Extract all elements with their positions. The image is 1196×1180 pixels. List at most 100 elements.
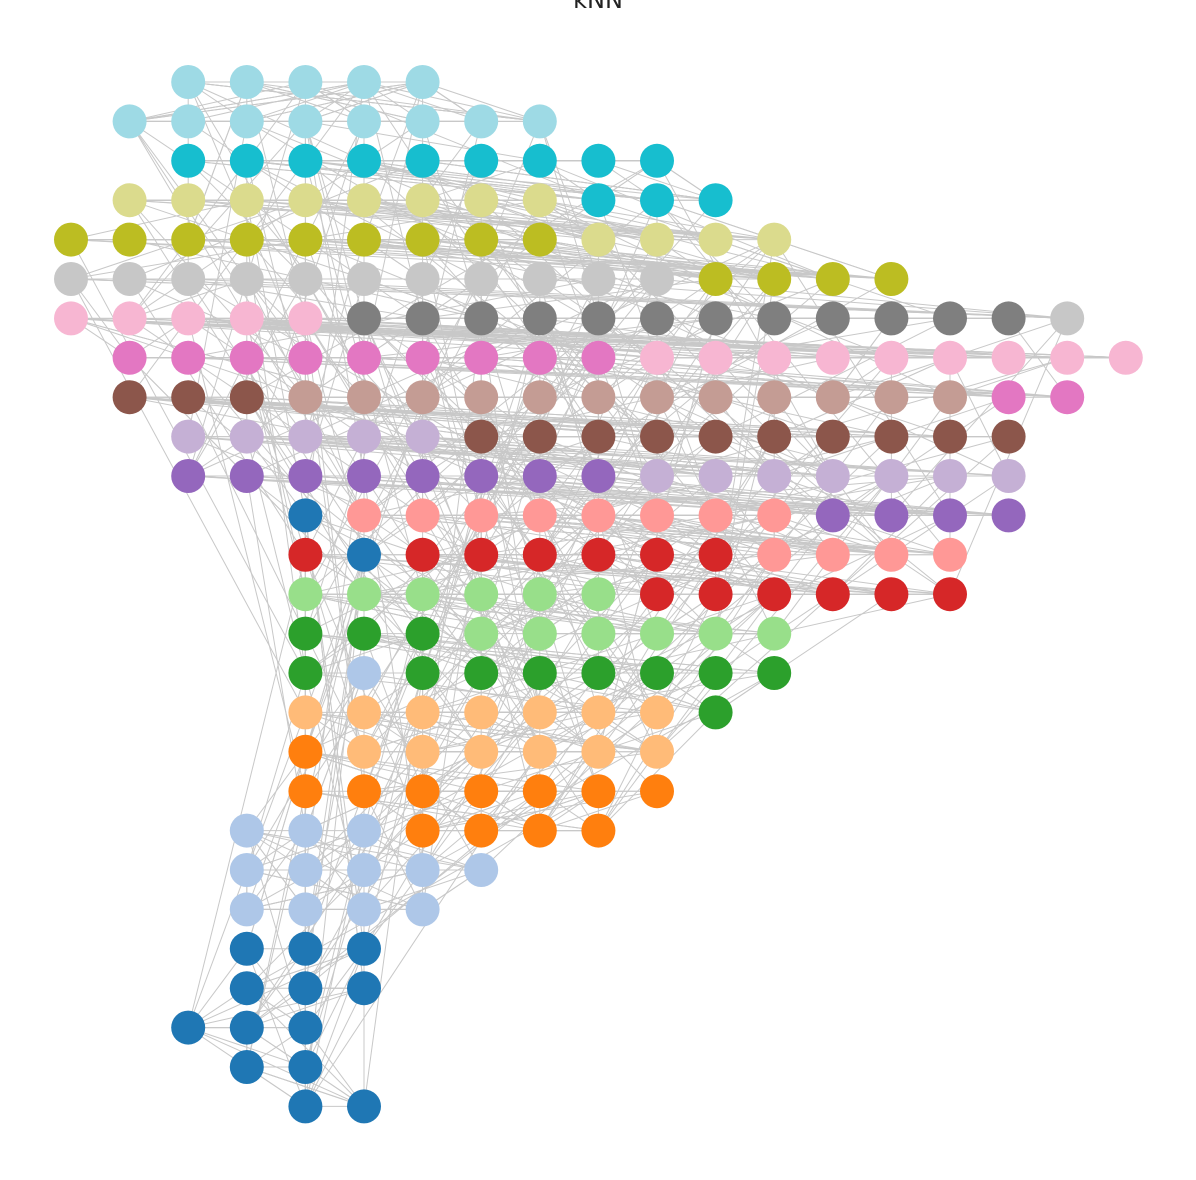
node [405,340,440,375]
node [171,143,206,178]
node [640,734,674,769]
edge [246,121,365,477]
node [347,734,381,769]
node [933,537,967,572]
node [347,577,381,612]
node [815,262,850,296]
node [874,537,909,572]
node [229,971,264,1006]
node [581,774,616,809]
node [347,183,381,218]
edge [363,475,540,516]
node [229,222,264,257]
node [171,183,206,218]
edge [539,199,716,241]
node [288,419,323,454]
node [757,380,792,415]
node [464,774,499,809]
node [522,616,557,651]
edge [305,239,833,280]
node [347,380,381,415]
node [464,813,499,848]
node [640,616,674,651]
node [347,892,381,927]
edge [304,987,365,1107]
node [229,183,264,218]
node [347,616,381,651]
edge [246,396,365,595]
edge [304,672,482,989]
node [229,892,264,927]
node [464,695,499,730]
edge [832,475,951,595]
node [54,222,88,257]
edge [305,593,482,635]
edge [363,160,833,280]
node [405,301,440,336]
edge [481,475,1009,516]
node [522,380,557,415]
node [464,537,499,572]
node [288,774,323,809]
node [347,498,381,533]
node [698,262,733,296]
node [698,498,733,533]
node [288,183,323,218]
node [347,104,381,139]
node [815,537,850,572]
node [288,301,323,336]
node [581,262,616,296]
node [933,498,967,533]
node [405,183,440,218]
node [581,380,616,415]
node [288,537,323,572]
edge [949,357,1068,398]
node [229,813,264,848]
node [112,301,147,336]
node [933,340,967,375]
node [288,65,323,99]
node [698,380,733,415]
node [288,892,323,927]
node [112,183,147,218]
node [522,734,557,769]
node [405,813,440,848]
node [757,577,792,612]
node [171,301,206,336]
node [933,419,967,454]
node [347,1089,381,1124]
node [640,577,674,612]
edge [305,120,540,162]
node [698,616,733,651]
node [698,183,733,218]
node [522,183,557,218]
node [347,143,381,178]
node [171,1010,206,1045]
node [464,301,499,336]
node [757,222,792,257]
node [933,577,967,612]
node [581,616,616,651]
edge [363,790,424,910]
node [464,222,499,257]
node [581,577,616,612]
node [347,774,381,809]
node [347,537,381,572]
node [815,301,850,336]
node [288,1010,323,1045]
edge [246,199,541,556]
edge [304,278,482,595]
node [698,459,733,493]
node [288,340,323,375]
node [112,222,147,257]
node [698,695,733,730]
edge [539,357,1068,398]
node [757,656,792,690]
node [347,459,381,493]
node [229,1010,264,1045]
edge [656,160,834,477]
node [405,695,440,730]
node [698,222,733,257]
node [288,656,323,690]
node [288,380,323,415]
